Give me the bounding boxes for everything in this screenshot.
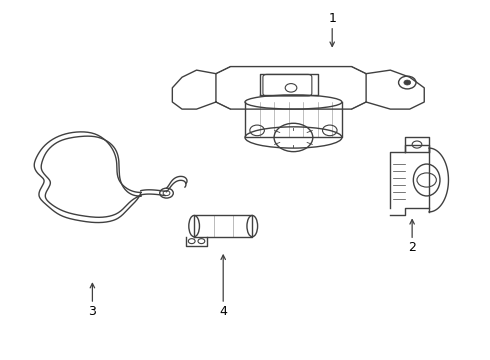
Text: 4: 4 bbox=[219, 305, 227, 318]
Text: 2: 2 bbox=[408, 241, 416, 254]
Text: 3: 3 bbox=[89, 305, 97, 318]
Text: 1: 1 bbox=[328, 12, 336, 25]
Circle shape bbox=[404, 80, 411, 85]
